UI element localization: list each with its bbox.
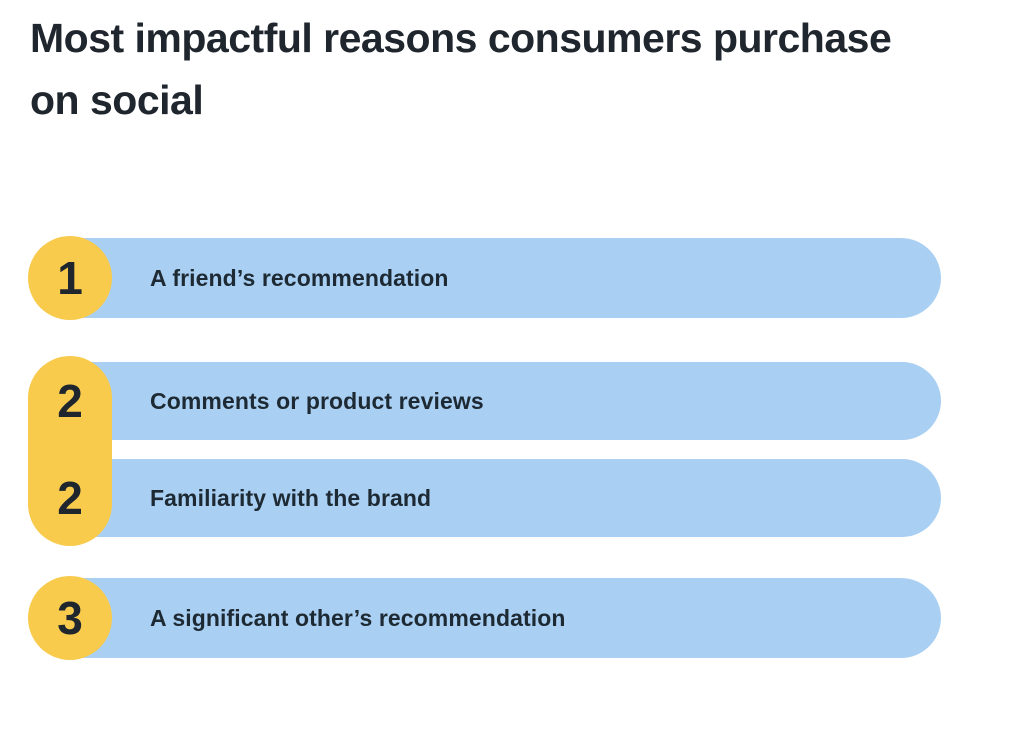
reason-bar-3: Familiarity with the brand (40, 459, 941, 537)
page-title: Most impactful reasons consumers purchas… (30, 15, 892, 123)
reason-bar-1: A friend’s recommendation (40, 238, 941, 318)
rank-badge-3: 3 (28, 576, 112, 660)
rank-number-2a: 2 (57, 375, 83, 427)
rank-number-2b: 2 (57, 472, 83, 524)
reason-label-2: Comments or product reviews (150, 387, 484, 414)
reason-bar-2: Comments or product reviews (40, 362, 941, 440)
reason-bar-4: A significant other’s recommendation (40, 578, 941, 658)
rank-badge-tied-2: 2 2 (28, 356, 112, 546)
reason-label-1: A friend’s recommendation (150, 264, 449, 291)
reason-label-4: A significant other’s recommendation (150, 604, 566, 631)
reason-label-3: Familiarity with the brand (150, 484, 432, 511)
rank-badge-1: 1 (28, 236, 112, 320)
rank-number-1: 1 (57, 252, 83, 304)
rank-number-3: 3 (57, 592, 83, 644)
